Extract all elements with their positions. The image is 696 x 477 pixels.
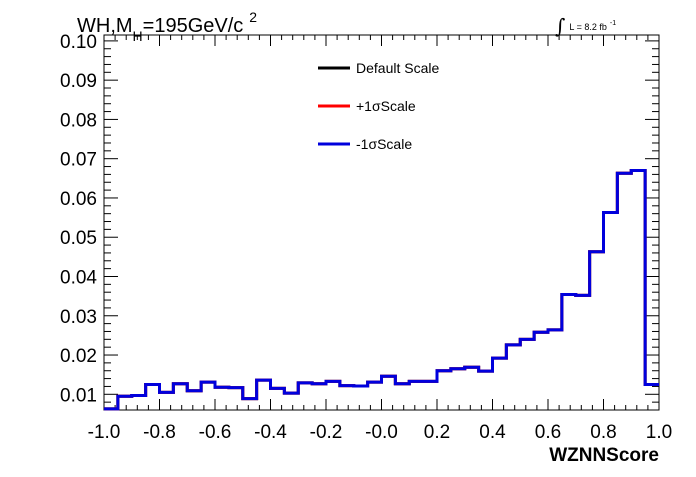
x-tick-label: 1.0 xyxy=(646,422,672,443)
x-tick-label: 0.8 xyxy=(590,422,616,443)
y-tick-label: 0.10 xyxy=(60,32,97,53)
y-tick-label: 0.08 xyxy=(60,110,97,131)
x-tick-label: -1.0 xyxy=(88,422,121,443)
luminosity-text: L = 8.2 fb xyxy=(569,22,606,32)
x-tick-label: 0.2 xyxy=(424,422,450,443)
x-tick-label: -0.0 xyxy=(365,422,398,443)
x-axis-label: WZNNScore xyxy=(549,445,659,466)
axis-ticks xyxy=(103,35,660,411)
luminosity-superscript: -1 xyxy=(610,20,616,27)
legend-label: Default Scale xyxy=(356,60,439,76)
x-tick-label: 0.4 xyxy=(479,422,506,443)
histogram-series xyxy=(104,168,659,411)
legend: Default Scale +1σScale -1σScale xyxy=(318,60,439,152)
y-tick-label: 0.03 xyxy=(60,307,97,328)
y-tick-label: 0.04 xyxy=(60,267,97,288)
x-tick-label: -0.2 xyxy=(310,422,343,443)
y-tick-label: 0.01 xyxy=(60,385,97,406)
title-superscript: 2 xyxy=(249,9,257,25)
chart-title: WH,MH=195GeV/c2 xyxy=(77,9,257,44)
y-tick-label: 0.02 xyxy=(60,346,97,367)
y-tick-label: 0.05 xyxy=(60,228,97,249)
y-tick-label: 0.09 xyxy=(60,71,97,92)
title-value: =195GeV/c xyxy=(143,15,244,37)
legend-label: -1σScale xyxy=(356,136,412,152)
x-tick-label: -0.4 xyxy=(254,422,287,443)
y-tick-labels: 0.01 0.02 0.03 0.04 0.05 0.06 0.07 0.08 0.09 0.10 xyxy=(60,32,97,406)
x-tick-label: -0.6 xyxy=(199,422,232,443)
series-line-2 xyxy=(104,168,659,411)
y-tick-label: 0.06 xyxy=(60,189,97,210)
x-tick-labels: -1.0 -0.8 -0.6 -0.4 -0.2 -0.0 0.2 0.4 0.6 0.8 1.0 xyxy=(88,422,673,443)
luminosity-integral-symbol: ∫ xyxy=(555,14,565,38)
y-tick-label: 0.07 xyxy=(60,150,97,171)
luminosity-label: ∫ L = 8.2 fb -1 xyxy=(555,14,616,38)
title-prefix: WH,M xyxy=(77,15,133,37)
x-tick-label: -0.8 xyxy=(143,422,176,443)
legend-label: +1σScale xyxy=(356,98,416,114)
x-tick-label: 0.6 xyxy=(535,422,561,443)
